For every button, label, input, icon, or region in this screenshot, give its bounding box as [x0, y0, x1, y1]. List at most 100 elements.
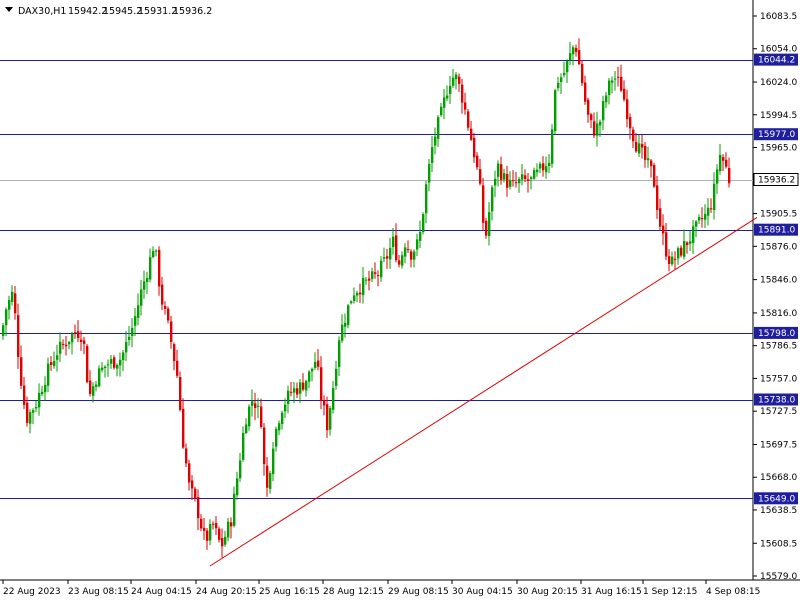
candle-body — [455, 74, 458, 80]
candle — [122, 350, 125, 372]
candle-body — [710, 208, 713, 210]
candle-body — [50, 362, 53, 365]
candle-body — [545, 166, 548, 173]
candle-body — [602, 101, 605, 121]
candle-body — [398, 260, 401, 265]
candle-body — [251, 401, 254, 406]
candle — [647, 146, 650, 168]
candle — [608, 77, 611, 105]
candle-body — [62, 343, 65, 345]
candle-body — [434, 136, 437, 146]
candle — [344, 313, 347, 338]
candle — [506, 165, 509, 197]
candle-body — [599, 121, 602, 126]
candle-body — [671, 256, 674, 265]
candle-body — [515, 182, 518, 184]
candle — [413, 249, 416, 268]
candle-body — [317, 360, 320, 367]
level-tag-label: 16044.2 — [758, 56, 795, 66]
candle — [146, 271, 149, 295]
level-tag — [754, 128, 798, 141]
candle — [194, 486, 197, 502]
candle-body — [704, 213, 707, 220]
candle — [599, 119, 602, 137]
candle-body — [560, 77, 563, 82]
candle — [20, 345, 23, 389]
candle — [605, 91, 608, 109]
candle-body — [539, 163, 542, 169]
candle-body — [500, 164, 503, 180]
current-price-tag-label: 15936.2 — [758, 176, 795, 186]
candle — [455, 71, 458, 90]
candle-body — [263, 427, 266, 465]
candle — [626, 89, 629, 128]
candle-body — [5, 309, 8, 326]
candle-body — [596, 123, 599, 136]
candle — [374, 262, 377, 279]
candle-body — [284, 404, 287, 412]
candle-body — [26, 402, 29, 423]
price-tick-label: 15579.0 — [760, 572, 797, 582]
candle-body — [722, 157, 725, 161]
time-tick-label: 30 Aug 04:15 — [452, 587, 513, 597]
candle-body — [626, 99, 629, 120]
candle — [242, 426, 245, 462]
candle-body — [80, 339, 83, 343]
candle — [578, 38, 581, 66]
candle-body — [401, 255, 404, 266]
candle — [188, 459, 191, 491]
candle — [14, 285, 17, 320]
candle — [641, 134, 644, 159]
candle-body — [446, 95, 449, 99]
candle — [137, 293, 140, 326]
candle-body — [272, 448, 275, 475]
candle-body — [581, 63, 584, 84]
candle-body — [257, 405, 260, 407]
current-price-tag — [753, 173, 799, 187]
candle — [248, 404, 251, 431]
candle — [446, 85, 449, 102]
candle — [614, 71, 617, 91]
candle — [86, 343, 89, 384]
candle-body — [431, 147, 434, 163]
candle — [293, 382, 296, 404]
level-tag-label: 15891.0 — [758, 226, 795, 236]
candle-body — [530, 177, 533, 180]
candle — [686, 241, 689, 254]
candle-body — [245, 424, 248, 434]
candle — [398, 255, 401, 268]
candle-body — [590, 114, 593, 121]
candle — [725, 152, 728, 169]
candle-body — [380, 260, 383, 278]
candle — [281, 410, 284, 430]
candle — [611, 76, 614, 94]
candle-body — [428, 164, 431, 183]
candle-body — [536, 169, 539, 173]
level-tag — [754, 53, 798, 66]
candle-body — [413, 251, 416, 260]
candle — [530, 175, 533, 190]
candle-body — [239, 460, 242, 479]
candle — [257, 398, 260, 419]
candle — [173, 342, 176, 371]
candle-body — [374, 272, 377, 274]
candle — [470, 120, 473, 142]
candle-body — [641, 143, 644, 148]
candle-body — [188, 463, 191, 483]
dropdown-triangle-icon[interactable] — [5, 7, 13, 12]
candle-body — [224, 536, 227, 545]
candle-body — [665, 232, 668, 257]
candle — [392, 227, 395, 255]
candle-body — [149, 257, 152, 280]
price-tick-label: 16083.5 — [760, 12, 797, 22]
candle — [299, 379, 302, 403]
candle-body — [182, 408, 185, 448]
candle-body — [98, 368, 101, 387]
candle — [569, 41, 572, 66]
price-tick-label: 15727.5 — [760, 407, 797, 417]
candle — [29, 409, 32, 434]
candle — [92, 382, 95, 403]
candle — [98, 365, 101, 388]
candle-body — [104, 366, 107, 368]
